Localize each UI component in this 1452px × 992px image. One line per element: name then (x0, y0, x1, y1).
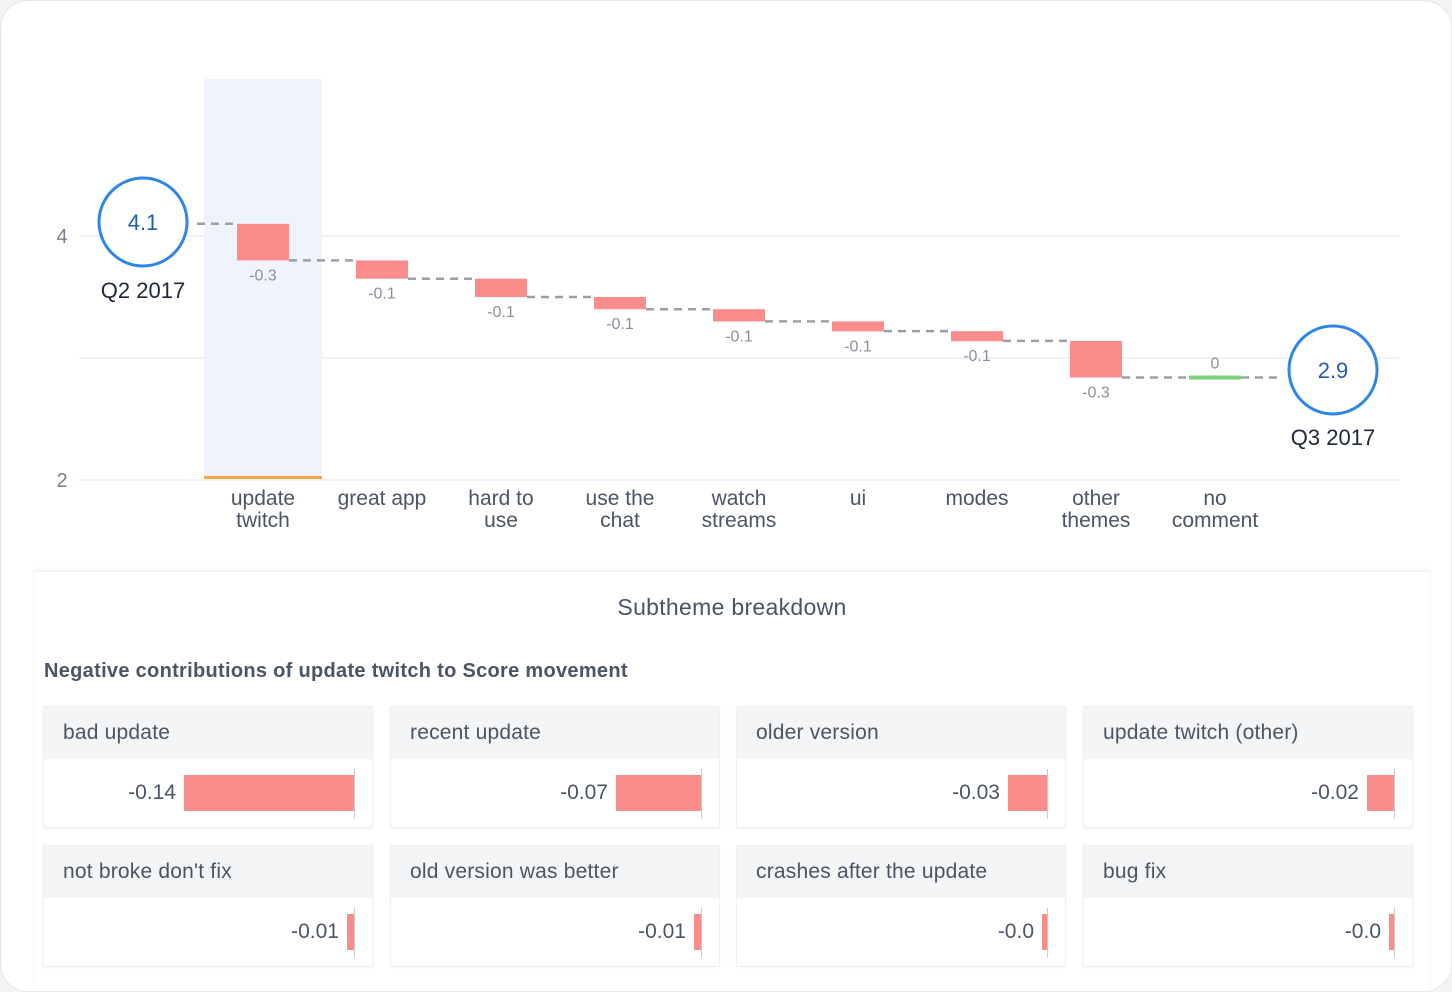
subtheme-name: recent update (391, 707, 719, 759)
subtheme-bar (184, 775, 354, 811)
category-label: watch streams (702, 487, 777, 532)
subtheme-card[interactable]: old version was better -0.01 (391, 846, 719, 966)
y-tick-label: 4 (56, 226, 67, 248)
subtheme-bar (616, 775, 701, 811)
subtheme-card[interactable]: crashes after the update -0.0 (737, 846, 1065, 966)
subtheme-name: update twitch (other) (1084, 707, 1412, 759)
bar-6 (951, 331, 1003, 342)
bar-2 (475, 278, 527, 297)
subtheme-name: bug fix (1084, 846, 1412, 898)
subtheme-value: -0.07 (560, 781, 608, 804)
subtheme-value: -0.02 (1311, 781, 1359, 804)
subtheme-axis (354, 769, 355, 819)
category-label: no comment (1172, 487, 1259, 532)
subtheme-name: not broke don't fix (44, 846, 372, 898)
start-value: 4.1 (128, 210, 159, 235)
bar-3 (594, 297, 646, 310)
subtheme-card[interactable]: recent update -0.07 (391, 707, 719, 827)
subtheme-value: -0.14 (128, 781, 176, 804)
subtheme-card[interactable]: update twitch (other) -0.02 (1084, 707, 1412, 827)
subtheme-bar (694, 914, 701, 950)
start-circle (97, 176, 189, 268)
subtheme-name: old version was better (391, 846, 719, 898)
selected-column-marker (204, 476, 322, 479)
subtheme-name: crashes after the update (737, 846, 1065, 898)
waterfall-chart: 4 2 -0.3 -0.1 -0.1 -0.1 -0.1 -0.1 -0.1 -0.3 0 updat… (56, 79, 1399, 532)
subtheme-bar-area: -0.03 (737, 759, 1065, 827)
subtheme-bar (1008, 775, 1047, 811)
subtheme-panel: Subtheme breakdown Negative contribution… (35, 571, 1429, 991)
category-label: modes (945, 487, 1008, 510)
subtheme-axis (701, 769, 702, 819)
category-label: other themes (1062, 487, 1131, 532)
panel-subtitle: Negative contributions of update twitch … (44, 660, 628, 682)
subtheme-axis (354, 908, 355, 958)
subtheme-value: -0.01 (291, 920, 339, 943)
subtheme-name: bad update (44, 707, 372, 759)
subtheme-bar-area: -0.01 (44, 898, 372, 966)
bar-label: -0.3 (249, 267, 277, 284)
bar-7 (1070, 340, 1122, 378)
end-circle (1287, 324, 1379, 416)
subtheme-bar (1042, 914, 1047, 950)
bar-1 (356, 260, 408, 279)
panel-title: Subtheme breakdown (617, 594, 847, 620)
subtheme-bar (1389, 914, 1394, 950)
start-label: Q2 2017 (101, 278, 185, 303)
bar-0 (237, 223, 289, 261)
subtheme-axis (1394, 908, 1395, 958)
bar-label: -0.1 (725, 328, 753, 345)
subtheme-value: -0.03 (952, 781, 1000, 804)
bar-label: -0.1 (487, 304, 515, 321)
end-value: 2.9 (1318, 358, 1349, 383)
category-label: update twitch (231, 487, 295, 532)
subtheme-card[interactable]: bad update -0.14 (44, 707, 372, 827)
subtheme-bar-area: -0.0 (737, 898, 1065, 966)
subtheme-value: -0.0 (1344, 920, 1381, 943)
category-label: great app (338, 487, 427, 510)
subtheme-bar-area: -0.14 (44, 759, 372, 827)
category-label: use the chat (586, 487, 655, 532)
subtheme-bar-area: -0.02 (1084, 759, 1412, 827)
subtheme-axis (701, 908, 702, 958)
subtheme-bar-area: -0.01 (391, 898, 719, 966)
subtheme-card[interactable]: bug fix -0.0 (1084, 846, 1412, 966)
subtheme-card[interactable]: not broke don't fix -0.01 (44, 846, 372, 966)
subtheme-value: -0.0 (997, 920, 1034, 943)
selected-column-highlight (204, 79, 322, 480)
end-label: Q3 2017 (1291, 425, 1375, 450)
bar-label: 0 (1211, 356, 1220, 373)
subtheme-bar (1367, 775, 1394, 811)
bar-label: -0.1 (844, 338, 872, 355)
bar-label: -0.1 (963, 348, 991, 365)
subtheme-name: older version (737, 707, 1065, 759)
bar-5 (832, 321, 884, 332)
subtheme-card[interactable]: older version -0.03 (737, 707, 1065, 827)
subtheme-axis (1394, 769, 1395, 819)
bar-label: -0.1 (606, 316, 634, 333)
subtheme-axis (1047, 769, 1048, 819)
subtheme-bar-area: -0.07 (391, 759, 719, 827)
subtheme-bar (347, 914, 354, 950)
subtheme-axis (1047, 908, 1048, 958)
bar-label: -0.3 (1082, 385, 1110, 402)
category-label: hard to use (468, 487, 533, 532)
category-label: ui (850, 487, 866, 510)
bar-8 (1189, 375, 1241, 380)
bar-4 (713, 309, 765, 322)
y-tick-label: 2 (56, 470, 67, 492)
subtheme-value: -0.01 (638, 920, 686, 943)
subtheme-bar-area: -0.0 (1084, 898, 1412, 966)
bar-label: -0.1 (368, 286, 396, 303)
